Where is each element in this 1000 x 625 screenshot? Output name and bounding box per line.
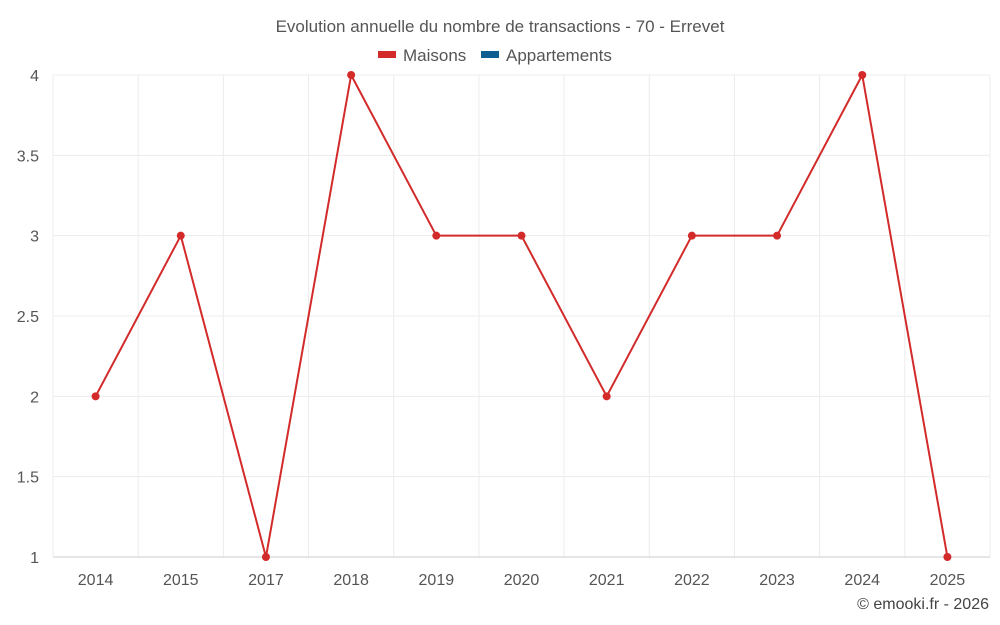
y-tick-label: 1.5	[17, 470, 39, 487]
x-tick-label: 2014	[78, 572, 114, 589]
y-tick-label: 2.5	[17, 309, 39, 326]
x-tick-label: 2022	[674, 572, 710, 589]
legend: Maisons Appartements	[378, 46, 612, 65]
x-tick-label: 2023	[759, 572, 795, 589]
legend-swatch-maisons	[378, 51, 396, 58]
x-tick-label: 2024	[844, 572, 880, 589]
legend-label-maisons: Maisons	[403, 46, 466, 65]
credit-text: © emooki.fr - 2026	[857, 596, 989, 613]
legend-swatch-appartements	[481, 51, 499, 58]
series-maisons	[91, 71, 952, 561]
y-tick-label: 1	[30, 550, 39, 567]
data-point-2014[interactable]	[91, 392, 100, 401]
legend-item-appartements[interactable]: Appartements	[481, 46, 612, 65]
x-tick-label: 2015	[163, 572, 199, 589]
x-tick-label: 2025	[930, 572, 966, 589]
data-point-2017[interactable]	[261, 553, 270, 561]
y-tick-label: 4	[30, 68, 39, 85]
legend-label-appartements: Appartements	[506, 46, 612, 65]
x-tick-label: 2021	[589, 572, 625, 589]
x-tick-label: 2020	[504, 572, 540, 589]
y-tick-label: 3.5	[17, 148, 39, 165]
data-point-2022[interactable]	[687, 231, 696, 240]
y-tick-label: 2	[30, 389, 39, 406]
x-tick-label: 2017	[248, 572, 284, 589]
y-tick-label: 3	[30, 229, 39, 246]
data-point-2024[interactable]	[858, 71, 867, 79]
data-point-2015[interactable]	[176, 231, 185, 240]
axes: 1 1.5 2 2.5 3 3.5 4 2014 2015 2017 2018 2019 2020 202…	[17, 68, 990, 589]
data-point-2023[interactable]	[773, 231, 782, 240]
data-point-2019[interactable]	[432, 231, 441, 240]
legend-item-maisons[interactable]: Maisons	[378, 46, 466, 65]
chart-title: Evolution annuelle du nombre de transact…	[276, 17, 725, 36]
grid	[52, 74, 991, 557]
x-tick-label: 2019	[419, 572, 455, 589]
x-tick-label: 2018	[333, 572, 369, 589]
data-point-2020[interactable]	[517, 231, 526, 240]
data-point-2025[interactable]	[943, 553, 952, 561]
data-point-2021[interactable]	[602, 392, 611, 401]
data-point-2018[interactable]	[347, 71, 356, 79]
